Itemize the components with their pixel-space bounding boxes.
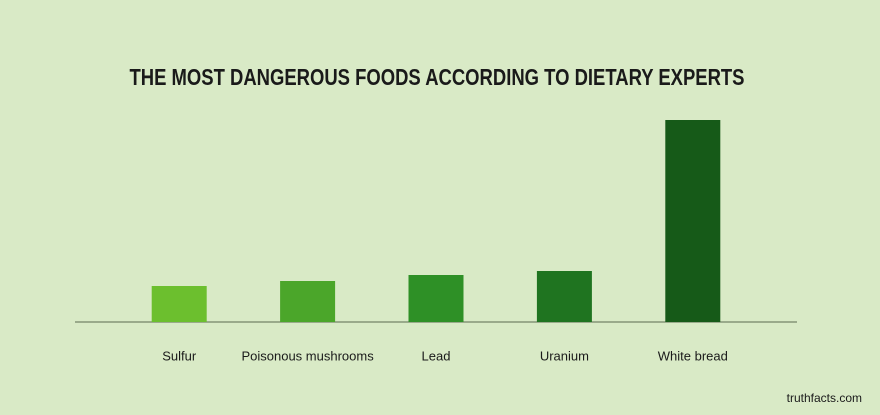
- x-tick-label: White bread: [658, 348, 728, 363]
- source: truthfacts.com: [787, 391, 862, 405]
- chart-title: THE MOST DANGEROUS FOODS ACCORDING TO DI…: [130, 64, 745, 90]
- x-tick-label: Uranium: [540, 348, 589, 363]
- bar: [280, 281, 336, 322]
- x-tick-label: Lead: [422, 348, 451, 363]
- bar: [665, 120, 721, 322]
- x-tick-label: Poisonous mushrooms: [241, 348, 374, 363]
- bar: [536, 271, 592, 322]
- bar: [408, 275, 464, 322]
- bar: [151, 286, 207, 322]
- x-tick-label: Sulfur: [162, 348, 197, 363]
